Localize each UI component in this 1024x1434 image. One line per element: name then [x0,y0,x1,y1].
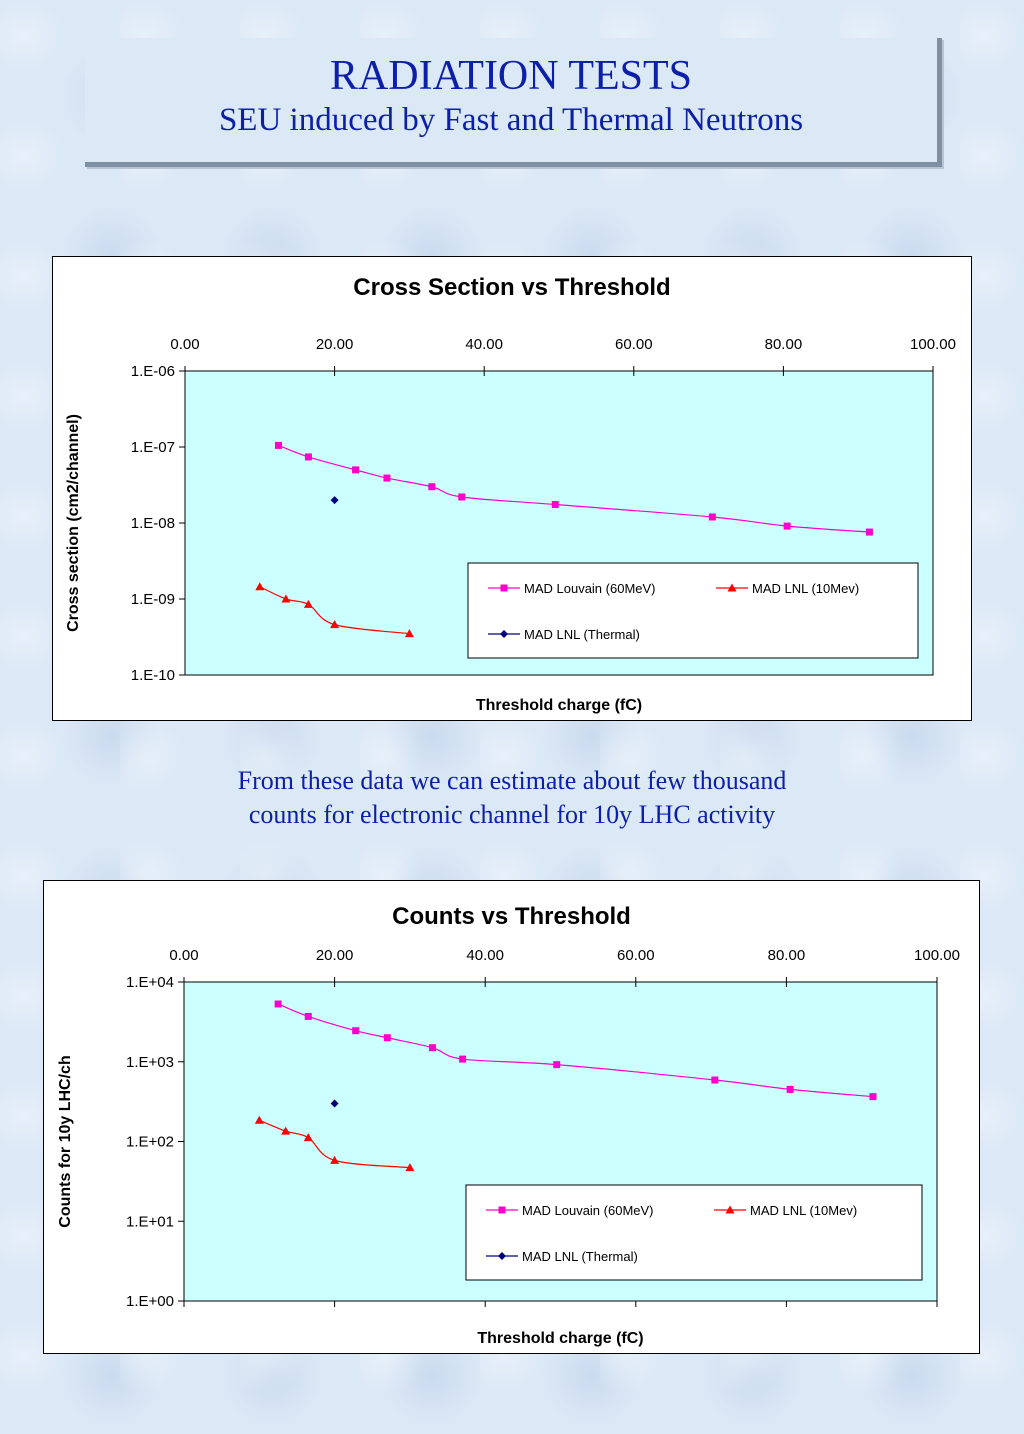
cross-section-data-point-mad-louvain-60mev [458,493,466,501]
cross-section-legend-label: MAD Louvain (60MeV) [524,581,656,596]
cross-section-chart-svg: Cross Section vs Threshold 0.00 20.00 40.00… [65,274,956,714]
cross-section-legend-label: MAD LNL (Thermal) [524,627,640,642]
cross-section-series-mad-lnl-10mev [255,582,414,638]
cross-section-x-tick-label: 60.00 [615,336,653,353]
counts-data-point-mad-louvain-60mev [786,1085,794,1093]
counts-y-tick-label: 1.E+01 [126,1213,174,1230]
cross-section-series-mad-louvain-60mev [275,441,873,536]
counts-data-point-mad-louvain-60mev [352,1027,360,1035]
counts-legend-item-mad-lnl-10mev: MAD LNL (10Mev) [714,1203,857,1218]
counts-series-mad-louvain-60mev [274,1000,877,1101]
cross-section-y-tick-label: 1.E-10 [131,667,175,684]
cross-section-data-point-mad-louvain-60mev [275,441,282,449]
counts-data-point-mad-louvain-60mev [711,1076,719,1084]
counts-series-mad-lnl-10mev [254,1115,415,1172]
cross-section-data-point-mad-lnl-10mev [330,620,340,629]
estimate-note-line-1: From these data we can estimate about fe… [237,766,787,795]
cross-section-x-tick-label: 40.00 [465,336,503,353]
cross-section-data-point-mad-louvain-60mev [551,501,559,509]
counts-legend-box [465,1184,923,1281]
cross-section-data-point-mad-lnl-10mev [404,629,414,638]
counts-data-point-mad-lnl-thermal [330,1099,339,1108]
cross-section-y-tick-label: 1.E-08 [131,515,175,532]
counts-data-point-mad-lnl-10mev [254,1115,264,1124]
cross-section-data-point-mad-louvain-60mev [304,453,312,461]
counts-data-point-mad-louvain-60mev [459,1055,467,1063]
counts-legend-label: MAD LNL (Thermal) [522,1249,638,1264]
cross-section-series-mad-lnl-thermal [330,496,339,505]
counts-x-axis-label: Threshold charge (fC) [477,1330,643,1347]
counts-data-point-mad-lnl-10mev [281,1126,291,1135]
counts-x-tick-label: 0.00 [169,947,198,964]
counts-x-tick-label: 100.00 [914,947,960,964]
cross-section-chart: Cross Section vs Threshold 0.00 20.00 40.00… [52,256,972,721]
counts-chart: Counts vs Threshold 0.00 20.00 40.00 60.00 80… [43,880,980,1354]
cross-section-x-tick-label: 100.00 [910,336,956,353]
cross-section-data-point-mad-louvain-60mev [783,522,791,530]
counts-data-point-mad-louvain-60mev [304,1012,312,1020]
cross-section-legend-swatch-marker [727,583,737,592]
cross-section-legend-item-mad-louvain-60mev: MAD Louvain (60MeV) [488,581,656,596]
counts-legend: MAD Louvain (60MeV) MAD LNL (10Mev) MAD LN… [465,1184,923,1281]
counts-x-tick-label: 40.00 [466,947,504,964]
counts-x-tick-label: 60.00 [617,947,655,964]
cross-section-x-tick-label: 80.00 [765,336,803,353]
cross-section-data-point-mad-louvain-60mev [428,483,436,491]
counts-legend-swatch-marker [498,1206,506,1214]
counts-data-point-mad-louvain-60mev [383,1034,391,1042]
cross-section-data-point-mad-lnl-10mev [255,582,265,591]
cross-section-legend-label: MAD LNL (10Mev) [752,581,859,596]
cross-section-legend-box [467,562,919,659]
cross-section-y-tick-label: 1.E-07 [131,439,175,456]
counts-chart-svg: Counts vs Threshold 0.00 20.00 40.00 60.00 80… [57,903,960,1347]
counts-data-point-mad-louvain-60mev [428,1044,436,1052]
counts-x-tick-label: 80.00 [768,947,806,964]
counts-legend-label: MAD Louvain (60MeV) [522,1203,654,1218]
page-title: RADIATION TESTS [329,53,693,99]
cross-section-legend-swatch-marker [500,630,508,638]
counts-data-point-mad-lnl-10mev [330,1155,340,1164]
counts-data-point-mad-louvain-60mev [553,1061,561,1069]
cross-section-x-tick-label: 20.00 [316,336,354,353]
estimate-note: From these data we can estimate about fe… [0,764,1024,832]
cross-section-x-axis-label: Threshold charge (fC) [476,697,642,714]
counts-y-tick-label: 1.E+04 [126,974,174,991]
estimate-note-line-2: counts for electronic channel for 10y LH… [248,800,776,829]
counts-data-point-mad-louvain-60mev [869,1093,877,1101]
cross-section-legend-item-mad-lnl-10mev: MAD LNL (10Mev) [716,581,859,596]
cross-section-y-tick-label: 1.E-06 [131,363,175,380]
counts-legend-item-mad-lnl-thermal: MAD LNL (Thermal) [486,1249,638,1264]
counts-legend-item-mad-louvain-60mev: MAD Louvain (60MeV) [486,1203,654,1218]
counts-y-tick-label: 1.E+02 [126,1134,174,1151]
cross-section-data-point-mad-lnl-thermal [330,496,339,505]
cross-section-legend-swatch-marker [500,584,508,592]
counts-legend-swatch-marker [498,1252,506,1260]
cross-section-data-point-mad-louvain-60mev [865,528,873,536]
cross-section-data-point-mad-louvain-60mev [383,474,391,482]
cross-section-chart-title: Cross Section vs Threshold [353,274,670,301]
page-subtitle: SEU induced by Fast and Thermal Neutrons [218,102,804,138]
cross-section-y-tick-label: 1.E-09 [131,591,175,608]
counts-legend-label: MAD LNL (10Mev) [750,1203,857,1218]
counts-y-axis-label: Counts for 10y LHC/ch [57,1055,74,1227]
counts-data-point-mad-louvain-60mev [274,1000,282,1008]
counts-x-tick-label: 20.00 [316,947,354,964]
title-box: RADIATION TESTS SEU induced by Fast and … [85,38,942,167]
cross-section-legend-item-mad-lnl-thermal: MAD LNL (Thermal) [488,627,640,642]
cross-section-data-point-mad-lnl-10mev [281,594,291,603]
counts-data-point-mad-lnl-10mev [303,1133,313,1142]
counts-y-tick-label: 1.E+03 [126,1054,174,1071]
counts-legend-swatch-marker [725,1205,735,1214]
counts-y-tick-label: 1.E+00 [126,1293,174,1310]
counts-chart-title: Counts vs Threshold [392,903,631,930]
cross-section-data-point-mad-lnl-10mev [303,599,313,608]
cross-section-x-tick-label: 0.00 [170,336,199,353]
cross-section-data-point-mad-louvain-60mev [708,513,716,521]
cross-section-legend: MAD Louvain (60MeV) MAD LNL (10Mev) MAD LN… [467,562,919,659]
counts-data-point-mad-lnl-10mev [405,1163,415,1172]
cross-section-y-axis-label: Cross section (cm2/channel) [65,414,82,632]
cross-section-data-point-mad-louvain-60mev [352,466,360,474]
counts-series-mad-lnl-thermal [330,1099,339,1108]
